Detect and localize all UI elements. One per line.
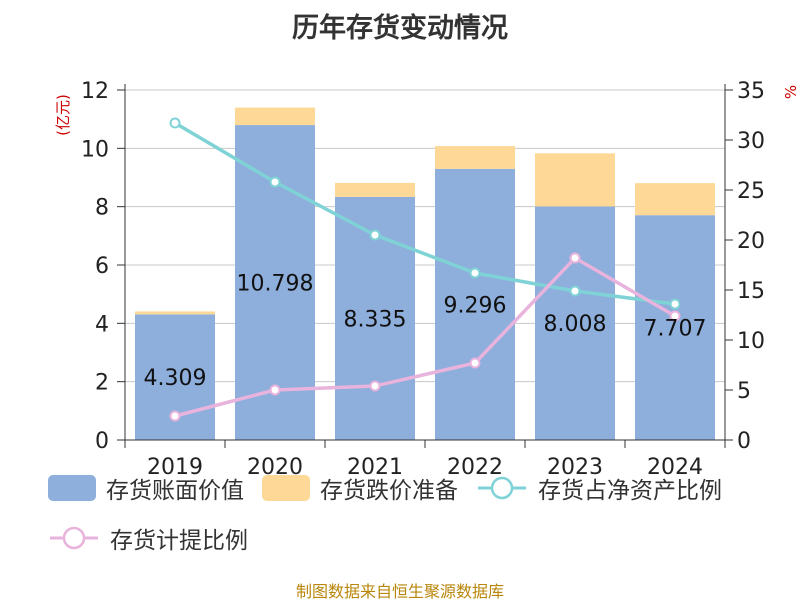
left-axis-tick-label: 8 [95,196,109,221]
provision-ratio-point [569,252,581,264]
bar-provision [135,311,215,315]
left-axis-tick-label: 4 [95,312,109,337]
provision-ratio-line [174,256,676,418]
right-axis-tick-label: 30 [737,129,765,154]
left-axis-unit-label: (亿元) [54,94,72,136]
legend-marker [490,476,514,500]
ratio-net-assets-line [174,121,676,306]
left-axis-tick-label: 6 [95,254,109,279]
right-axis-tick-label: 15 [737,279,765,304]
legend-item[interactable]: 存货跌价准备 [262,470,458,506]
legend-marker [62,526,86,550]
chart-title: 历年存货变动情况 [292,13,508,44]
right-axis-unit-label: % [782,85,800,99]
bar-provision [435,146,515,169]
ratio-net-assets-point [569,285,581,297]
legend-item[interactable]: 存货占净资产比例 [476,470,722,506]
bar-value-label: 4.309 [144,366,207,391]
right-axis-tick-label: 5 [737,379,751,404]
bar-book-value [635,215,715,440]
right-axis-tick-label: 0 [737,429,751,454]
bar-value-label: 10.798 [237,272,314,297]
chart-legend: 存货账面价值 存货跌价准备 存货占净资产比例存货计提比例 [48,470,788,556]
line-series [169,117,681,422]
ratio-net-assets-point [469,267,481,279]
right-axis-tick-label: 20 [737,229,765,254]
bar-provision [535,153,615,207]
bar-series [135,107,715,440]
x-axis-tick-label: 2024 [647,455,703,480]
legend-swatch [48,475,96,501]
x-axis-tick-label: 2021 [347,455,403,480]
bar-provision [635,183,715,216]
legend-item[interactable]: 存货账面价值 [48,470,244,506]
legend-line-swatch [478,476,526,500]
legend-label: 存货账面价值 [106,478,244,504]
ratio-net-assets-point [669,298,681,310]
left-axis-tick-label: 2 [95,371,109,396]
legend-line-swatch [50,526,98,550]
bar-provision [335,182,415,197]
left-axis-tick-label: 12 [81,79,109,104]
bar-value-label: 7.707 [644,317,707,342]
legend-label: 存货占净资产比例 [538,478,722,504]
legend-item[interactable]: 存货计提比例 [48,520,248,556]
right-axis-tick-label: 25 [737,179,765,204]
x-axis-tick-label: 2022 [447,455,503,480]
right-axis-tick-label: 35 [737,79,765,104]
bar-book-value [535,206,615,440]
left-axis-tick-label: 0 [95,429,109,454]
provision-ratio-point [169,410,181,422]
bar-book-value [435,168,515,440]
left-axis-tick-label: 10 [81,137,109,162]
provision-ratio-point [369,380,381,392]
right-axis-tick-label: 10 [737,329,765,354]
ratio-net-assets-point [169,117,181,129]
ratio-net-assets-point [269,176,281,188]
legend-label: 存货跌价准备 [320,478,458,504]
provision-ratio-point [669,310,681,322]
data-labels: 4.309 10.798 8.335 9.296 8.008 7.707 [144,272,707,392]
legend-label: 存货计提比例 [110,528,248,554]
ratio-net-assets-point [369,229,381,241]
provision-ratio-point [269,384,281,396]
x-axis-tick-label: 2023 [547,455,603,480]
source-note: 制图数据来自恒生聚源数据库 [295,582,504,601]
bar-provision [235,107,315,126]
grid-lines [125,89,725,383]
provision-ratio-point [469,357,481,369]
x-axis-tick-label: 2019 [147,455,203,480]
legend-swatch [262,475,310,501]
bar-value-label: 9.296 [444,293,507,318]
bar-value-label: 8.008 [544,312,607,337]
bar-value-label: 8.335 [344,307,407,332]
